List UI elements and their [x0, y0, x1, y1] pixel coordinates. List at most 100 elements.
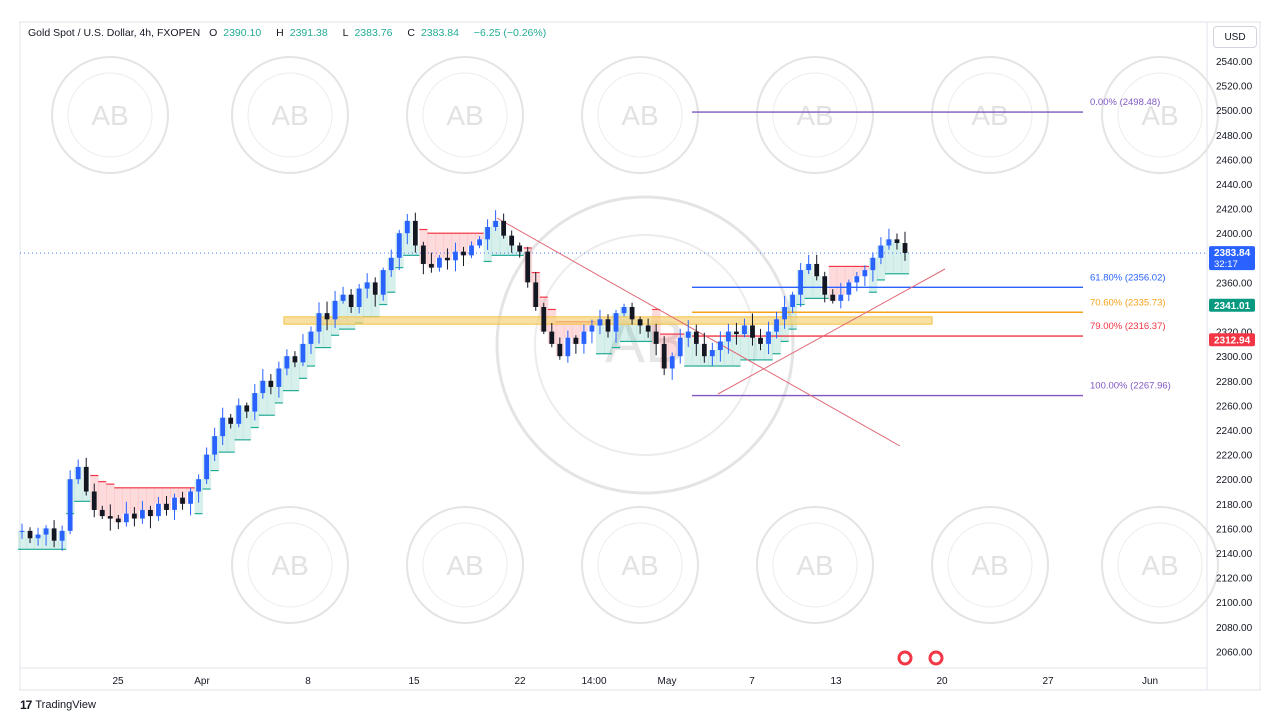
- watermark-inner-circle: [947, 522, 1033, 608]
- stop-fill: [836, 266, 846, 295]
- price-badge: [1209, 333, 1255, 347]
- candle-body: [814, 263, 820, 277]
- candle-body: [485, 227, 490, 240]
- watermark-circle: [931, 56, 1049, 174]
- watermark-circle: [581, 56, 699, 174]
- price-tick-label: 2240.00: [1216, 426, 1253, 437]
- price-badge-value: 2312.94: [1214, 335, 1251, 346]
- candle-body: [886, 239, 892, 246]
- candle-body: [766, 331, 771, 344]
- watermark-letters: AB: [446, 100, 483, 131]
- watermark-letters: AB: [91, 100, 128, 131]
- time-tick-label: 27: [1042, 676, 1054, 687]
- watermark-circle: [756, 506, 874, 624]
- stop-fill: [290, 362, 300, 391]
- candle-body: [445, 257, 450, 261]
- candle-body: [19, 530, 25, 532]
- stop-fill: [106, 484, 115, 519]
- candle-body: [597, 319, 603, 326]
- price-tick-label: 2220.00: [1216, 451, 1253, 462]
- candle-body: [557, 343, 563, 357]
- candle-body: [645, 325, 651, 332]
- price-axis[interactable]: 2540.00 2520.00 2500.00 2480.00 2460.00 2440.…: [1216, 57, 1253, 658]
- watermark-letters: AB: [1141, 100, 1178, 131]
- candle-body: [131, 513, 137, 519]
- candle-body: [854, 276, 860, 283]
- price-badge-countdown: 32:17: [1214, 259, 1238, 270]
- candle-body: [798, 270, 804, 295]
- time-tick-label: 14:00: [581, 676, 606, 687]
- candle-body: [533, 282, 539, 307]
- watermark-inner-circle: [247, 72, 333, 158]
- price-tick-label: 2060.00: [1216, 647, 1253, 658]
- candle-body: [846, 282, 852, 295]
- candle-body: [172, 497, 177, 510]
- watermark-circle: [406, 506, 524, 624]
- time-tick-label: Jun: [1142, 676, 1158, 687]
- candle-body: [894, 239, 900, 244]
- price-tick-label: 2100.00: [1216, 598, 1253, 609]
- stop-fill: [26, 538, 35, 550]
- candle-body: [605, 319, 611, 332]
- stop-fill: [435, 233, 444, 258]
- candle-body: [629, 307, 635, 320]
- fib-level-label: 0.00% (2498.48): [1090, 97, 1160, 108]
- price-tick-label: 2180.00: [1216, 500, 1253, 511]
- stop-fill: [748, 337, 757, 360]
- stop-fill: [900, 252, 910, 274]
- event-icon-inner: [931, 653, 941, 663]
- time-tick-label: 8: [305, 676, 311, 687]
- candle-body: [581, 331, 587, 344]
- low-label: L: [342, 27, 349, 39]
- candle-body: [260, 380, 266, 394]
- watermark-circle: [231, 506, 349, 624]
- candle-body: [308, 331, 314, 344]
- stop-fill: [628, 319, 637, 342]
- candle-body: [878, 245, 884, 258]
- stop-fill: [170, 487, 180, 498]
- event-icons[interactable]: [897, 650, 944, 666]
- candle-body: [180, 497, 185, 504]
- time-axis[interactable]: 25 Apr 8 15 22 14:00 May 7 13 20 27 Jun: [112, 676, 1158, 687]
- candle-body: [862, 270, 868, 277]
- tradingview-logo-icon: 17: [20, 698, 32, 712]
- candle-body: [43, 528, 49, 535]
- price-tick-label: 2500.00: [1216, 106, 1253, 117]
- tradingview-footer[interactable]: 17 TradingView: [20, 698, 96, 712]
- candle-body: [212, 436, 218, 455]
- candle-body: [300, 343, 306, 363]
- fib-level-label: 70.60% (2335.73): [1090, 297, 1166, 308]
- candle-body: [27, 530, 33, 539]
- currency-button[interactable]: USD: [1213, 26, 1257, 48]
- candle-body: [35, 534, 41, 539]
- candle-body: [164, 503, 169, 510]
- time-tick-label: May: [658, 676, 677, 687]
- candle-body: [477, 239, 482, 246]
- stop-fill: [122, 487, 131, 514]
- watermark-circle: [51, 56, 169, 174]
- stop-fill: [684, 331, 693, 367]
- event-icon-inner: [900, 653, 910, 663]
- candle-body: [428, 263, 434, 268]
- stop-fill: [499, 235, 509, 256]
- symbol-title[interactable]: Gold Spot / U.S. Dollar, 4h, FXOPEN: [28, 27, 201, 39]
- stop-fill: [491, 220, 501, 256]
- candle-body: [453, 251, 458, 261]
- high-label: H: [276, 27, 284, 39]
- candle-body: [717, 341, 723, 351]
- stop-fill: [571, 321, 581, 344]
- candle-body: [734, 331, 739, 335]
- candle-body: [677, 337, 683, 357]
- candle-body: [75, 466, 81, 480]
- watermark-circle: [1101, 56, 1219, 174]
- price-tick-label: 2320.00: [1216, 328, 1253, 339]
- symbol-legend: Gold Spot / U.S. Dollar, 4h, FXOPEN O 239…: [28, 27, 552, 39]
- watermark-circle: [581, 506, 699, 624]
- candle-body: [372, 282, 378, 295]
- stop-fill: [756, 343, 766, 360]
- stop-fill: [266, 386, 276, 416]
- time-tick-label: Apr: [194, 676, 210, 687]
